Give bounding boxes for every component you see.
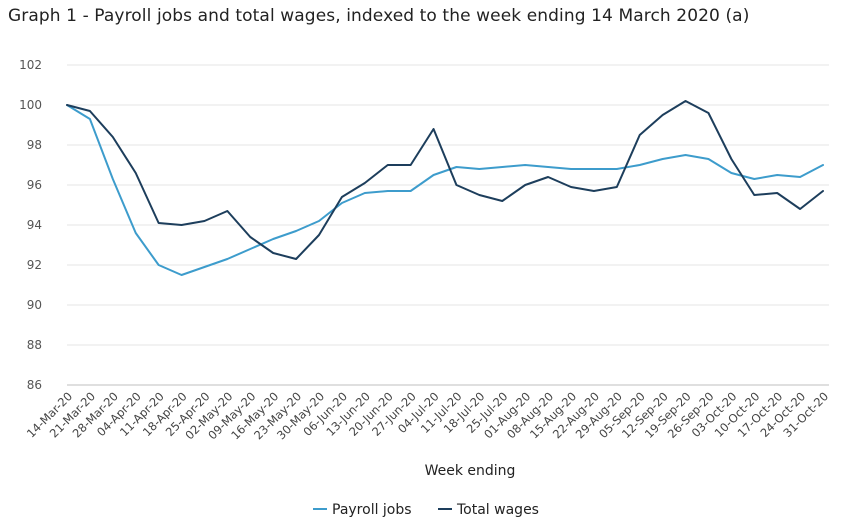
legend-label: Total wages: [456, 502, 539, 518]
y-tick-label: 96: [27, 178, 42, 192]
x-axis-ticks: 14-Mar-2021-Mar-2028-Mar-2004-Apr-2011-A…: [24, 389, 831, 442]
y-tick-label: 86: [27, 378, 42, 392]
gridlines: [67, 64, 829, 346]
series-line-total-wages: [66, 100, 824, 260]
y-tick-label: 94: [27, 218, 42, 232]
y-tick-label: 98: [27, 138, 42, 152]
y-tick-label: 88: [27, 338, 42, 352]
legend-label: Payroll jobs: [332, 502, 412, 518]
series-lines: [66, 100, 824, 276]
x-axis-label: Week ending: [425, 463, 516, 479]
y-tick-label: 92: [27, 258, 42, 272]
y-tick-label: 102: [19, 58, 42, 72]
y-axis-ticks: 86 88 90 92 94 96 98 100 102: [19, 58, 42, 392]
y-tick-label: 90: [27, 298, 42, 312]
chart-title: Graph 1 - Payroll jobs and total wages, …: [8, 6, 750, 26]
y-tick-label: 100: [19, 98, 42, 112]
series-line-payroll-jobs: [66, 104, 824, 276]
legend: Payroll jobs Total wages: [313, 502, 539, 518]
